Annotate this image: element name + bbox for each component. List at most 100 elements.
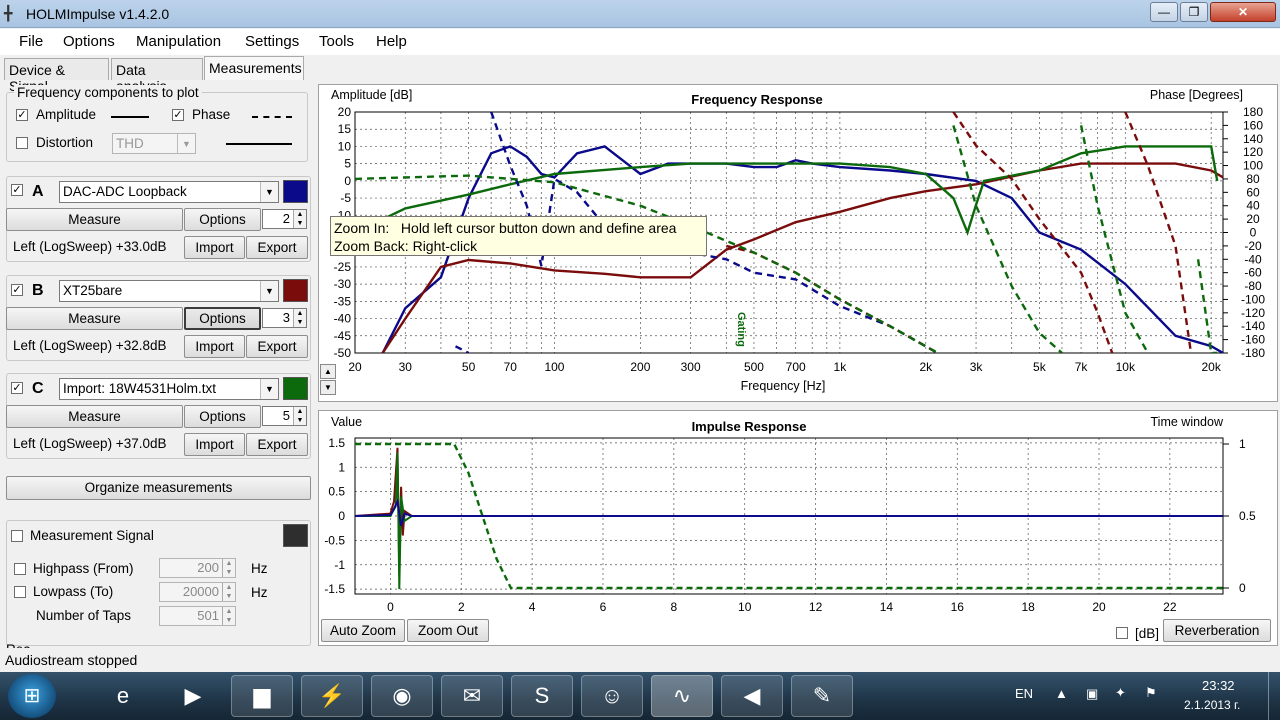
winamp-taskbar-icon[interactable]: ⚡ — [301, 675, 363, 717]
menu-manipulation[interactable]: Manipulation — [136, 33, 222, 50]
measurement-a-checkbox[interactable]: ✓ — [11, 184, 23, 196]
spin-up-icon[interactable]: ▲ — [222, 583, 235, 592]
action-center-flag-icon[interactable]: ⚑ — [1145, 685, 1157, 700]
measurement-c-spinner[interactable]: 5 ▲ ▼ — [262, 406, 307, 426]
spin-down-icon[interactable]: ▼ — [293, 318, 306, 327]
frequency-response-chart[interactable]: 20151050-5-10-15-20-25-30-35-40-45-50180… — [319, 85, 1277, 401]
phase-y-tick: 100 — [1243, 159, 1263, 173]
minimize-button[interactable]: — — [1150, 2, 1178, 22]
auto-zoom-button[interactable]: Auto Zoom — [321, 619, 405, 642]
measurement-signal-checkbox[interactable] — [11, 530, 23, 542]
highpass-spinner[interactable]: 200 ▲ ▼ — [159, 558, 236, 578]
paint-taskbar-icon[interactable]: ✎ — [791, 675, 853, 717]
measurement-a-combo[interactable]: DAC-ADC Loopback ▼ — [59, 181, 279, 203]
ie-taskbar-icon[interactable]: e — [116, 683, 130, 708]
lowpass-spinner[interactable]: 20000 ▲ ▼ — [159, 582, 236, 602]
lowpass-checkbox[interactable] — [14, 586, 26, 598]
measurement-b-export-button[interactable]: Export — [246, 335, 308, 358]
tab-measurements[interactable]: Measurements — [204, 56, 304, 80]
zoom-out-button[interactable]: Zoom Out — [407, 619, 489, 642]
imp-y-tick: 1 — [338, 460, 345, 474]
scroll-up-icon[interactable]: ▲ — [320, 364, 336, 379]
measurement-b-measure-button[interactable]: Measure — [6, 307, 183, 330]
spin-down-icon[interactable]: ▼ — [293, 219, 306, 228]
spin-down-icon[interactable]: ▼ — [222, 568, 235, 577]
freq-y-axis-label: Amplitude [dB] — [331, 88, 412, 102]
measurement-a-color-swatch[interactable] — [283, 180, 308, 203]
measurement-c-import-button[interactable]: Import — [184, 433, 245, 456]
spin-up-icon[interactable]: ▲ — [293, 309, 306, 318]
measurement-signal-color-swatch[interactable] — [283, 524, 308, 547]
tray-app-icon[interactable]: ✦ — [1115, 685, 1126, 700]
menu-help[interactable]: Help — [376, 33, 407, 50]
thunderbird-taskbar-icon[interactable]: ✉ — [441, 675, 503, 717]
show-desktop-button[interactable] — [1268, 672, 1280, 720]
menu-settings[interactable]: Settings — [245, 33, 300, 50]
measurement-c-combo[interactable]: Import: 18W4531Holm.txt ▼ — [59, 378, 279, 400]
spin-down-icon[interactable]: ▼ — [293, 416, 306, 425]
measurement-a-measure-button[interactable]: Measure — [6, 208, 183, 231]
clock-time[interactable]: 23:32 — [1202, 678, 1235, 693]
explorer-taskbar-icon[interactable]: ▆ — [231, 675, 293, 717]
measurement-b-combo[interactable]: XT25bare ▼ — [59, 280, 279, 302]
phase-y-tick: 60 — [1246, 185, 1260, 199]
close-button[interactable]: ✕ — [1210, 2, 1276, 22]
media-player-taskbar-icon[interactable]: ▶ — [184, 683, 202, 708]
measurement-b-checkbox[interactable]: ✓ — [11, 284, 23, 296]
spin-up-icon[interactable]: ▲ — [293, 407, 306, 416]
measurement-c-color-swatch[interactable] — [283, 377, 308, 400]
imp-y-tick: 0.5 — [328, 485, 345, 499]
maximize-button[interactable]: ❐ — [1180, 2, 1208, 22]
measurement-a-export-button[interactable]: Export — [246, 236, 308, 259]
db-checkbox[interactable] — [1116, 627, 1128, 639]
phase-checkbox[interactable]: ✓ — [172, 109, 184, 121]
measurement-c-export-button[interactable]: Export — [246, 433, 308, 456]
highpass-checkbox[interactable] — [14, 563, 26, 575]
start-button[interactable]: ⊞ — [8, 674, 56, 718]
spin-up-icon[interactable]: ▲ — [222, 607, 235, 616]
tooltip-zoom-back: Zoom Back: Right-click — [334, 238, 478, 254]
menu-options[interactable]: Options — [63, 33, 115, 50]
spin-down-icon[interactable]: ▼ — [222, 616, 235, 625]
scroll-down-icon[interactable]: ▼ — [320, 380, 336, 395]
firefox-taskbar-icon[interactable]: ◉ — [371, 675, 433, 717]
tab-data-analysis[interactable]: Data analysis — [111, 58, 203, 94]
reverberation-button[interactable]: Reverberation — [1163, 619, 1271, 642]
freq-x-tick: 50 — [462, 360, 476, 374]
measurement-b-import-button[interactable]: Import — [184, 335, 245, 358]
speaker-app-taskbar-icon[interactable]: ◀ — [721, 675, 783, 717]
holmimpulse-taskbar-icon[interactable]: ∿ — [651, 675, 713, 717]
measurement-c-checkbox[interactable]: ✓ — [11, 382, 23, 394]
clock-date[interactable]: 2.1.2013 г. — [1184, 698, 1241, 712]
measurement-b-spinner[interactable]: 3 ▲ ▼ — [262, 308, 307, 328]
measurement-a-spinner[interactable]: 2 ▲ ▼ — [262, 209, 307, 229]
language-indicator[interactable]: EN — [1015, 686, 1034, 701]
imp-x-tick: 20 — [1092, 600, 1106, 614]
messenger-taskbar-icon[interactable]: ☺ — [581, 675, 643, 717]
spin-up-icon[interactable]: ▲ — [293, 210, 306, 219]
impulse-response-chart[interactable]: 1.5 1 0.5 0 -0.5 -1 -1.5 1 0.5 0 0 2 4 6 8 10 12 14 16 18 20… — [319, 411, 1277, 634]
lowpass-value: 20000 — [182, 584, 219, 599]
spin-down-icon[interactable]: ▼ — [222, 592, 235, 601]
measurement-b-options-button[interactable]: Options — [184, 307, 261, 330]
measurement-a-options-button[interactable]: Options — [184, 208, 261, 231]
tray-expand-icon[interactable]: ▲ — [1055, 686, 1068, 701]
freq-x-tick: 100 — [544, 360, 564, 374]
skype-taskbar-icon[interactable]: S — [511, 675, 573, 717]
tab-device-signal[interactable]: Device & Signal — [4, 58, 109, 94]
organize-measurements-button[interactable]: Organize measurements — [6, 476, 311, 500]
menu-tools[interactable]: Tools — [319, 33, 355, 50]
measurement-b-color-swatch[interactable] — [283, 279, 308, 302]
measurement-a-import-button[interactable]: Import — [184, 236, 245, 259]
taps-spinner[interactable]: 501 ▲ ▼ — [159, 606, 236, 626]
measurement-c-measure-button[interactable]: Measure — [6, 405, 183, 428]
amplitude-checkbox[interactable]: ✓ — [16, 109, 28, 121]
distortion-combo[interactable]: THD ▼ — [112, 133, 196, 154]
measurement-c-options-button[interactable]: Options — [184, 405, 261, 428]
menu-file[interactable]: File — [19, 33, 44, 50]
distortion-checkbox[interactable] — [16, 137, 28, 149]
network-icon[interactable]: ▣ — [1086, 686, 1099, 701]
freq-x-tick: 70 — [504, 360, 518, 374]
spin-up-icon[interactable]: ▲ — [222, 559, 235, 568]
title-bar[interactable]: ╋ HOLMImpulse v1.4.2.0 — ❐ ✕ — [0, 0, 1280, 28]
